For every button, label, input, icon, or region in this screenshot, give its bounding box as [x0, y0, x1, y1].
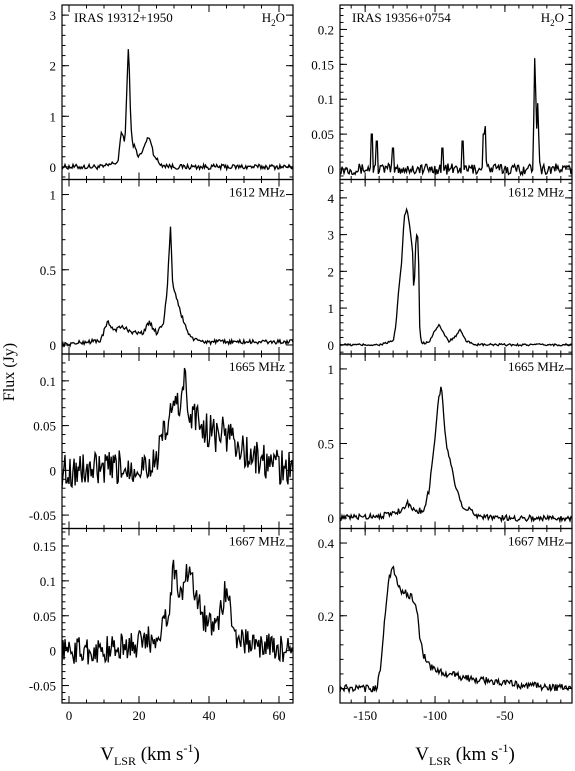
spectrum-line: [339, 207, 573, 348]
x-tick-label: -150: [353, 708, 377, 723]
panel-frame: [61, 178, 294, 355]
spectrum-line: [61, 559, 294, 665]
x-tick-label: -100: [423, 708, 447, 723]
source-name: IRAS 19312+1950: [74, 10, 173, 25]
y-tick-label: -0.05: [29, 679, 56, 694]
spectrum-panel: 0 0.2 0.4 -150 -100 -50 1667 MHz: [318, 527, 573, 723]
x-tick-label: -50: [496, 708, 513, 723]
panel-frame: [339, 4, 573, 181]
line-label: 1667 MHz: [508, 534, 564, 549]
x-axis-label-close: ): [508, 744, 514, 765]
spectrum-panel: 0 0.5 1 1665 MHz: [318, 353, 573, 530]
y-tick-label: 0.2: [318, 22, 334, 37]
y-tick-label: 0: [328, 162, 335, 177]
y-tick-label: 0.15: [33, 539, 56, 554]
y-tick-label: 0.5: [318, 436, 334, 451]
panel-grid: 0 1 2 3 IRAS 19312+1950 H2O 0 0.05 0.1 0.15 0.2 IRA…: [29, 4, 573, 723]
spectrum-panel: -0.05 0 0.05 0.1 1665 MHz: [29, 353, 294, 530]
panel-frame: [339, 178, 573, 355]
spectrum-panel: -0.05 0 0.05 0.1 0.15 0 20 40 60 1667 MHz: [29, 527, 294, 723]
x-axis-label-lsr: LSR: [114, 754, 136, 768]
x-axis-label-v: V: [100, 744, 114, 765]
panel-frame: [61, 527, 294, 704]
spectrum-line: [339, 58, 573, 177]
panel-frame: [61, 353, 294, 530]
y-tick-label: 0.2: [318, 609, 334, 624]
x-axis-label-close: ): [193, 744, 199, 765]
y-tick-label: 0.1: [40, 374, 56, 389]
y-tick-label: 0.1: [40, 574, 56, 589]
y-tick-label: 1: [50, 109, 57, 124]
y-tick-label: 0: [328, 681, 335, 696]
y-tick-label: 0.4: [318, 536, 335, 551]
line-label: 1665 MHz: [229, 359, 285, 374]
spectrum-line: [339, 386, 573, 524]
x-tick-label: 0: [66, 708, 73, 723]
spectrum-line: [61, 367, 294, 489]
line-label: H2O: [541, 10, 564, 28]
spectrum-line: [61, 226, 294, 348]
y-tick-label: 0: [328, 338, 335, 353]
panel-frame: [339, 527, 573, 704]
y-tick-label: 0.05: [311, 127, 334, 142]
y-tick-label: 0.5: [40, 263, 56, 278]
x-axis-label-exp: -1: [183, 741, 193, 755]
y-tick-label: 0: [50, 644, 57, 659]
x-axis-label-unit: (km s: [451, 744, 499, 765]
y-tick-label: 1: [50, 188, 57, 203]
spectrum-panel: 0 0.5 1 1612 MHz: [40, 178, 294, 355]
x-axis-label-lsr: LSR: [429, 754, 451, 768]
line-label: 1667 MHz: [229, 534, 285, 549]
y-tick-label: 0: [50, 338, 57, 353]
line-label: H2O: [262, 10, 285, 28]
x-axis-label-right: VLSR (km s-1): [415, 741, 515, 768]
y-tick-label: 0.05: [33, 419, 56, 434]
y-tick-label: 2: [328, 264, 335, 279]
y-tick-label: 0: [328, 511, 335, 526]
x-axis-label-exp: -1: [498, 741, 508, 755]
y-tick-label: 3: [50, 8, 57, 23]
source-name: IRAS 19356+0754: [352, 10, 451, 25]
y-tick-label: 2: [50, 59, 57, 74]
x-tick-label: 20: [133, 708, 146, 723]
spectrum-panel: 0 1 2 3 4 1612 MHz: [328, 178, 573, 355]
y-tick-label: -0.05: [29, 508, 56, 523]
y-axis-label: Flux (Jy): [1, 343, 18, 401]
line-label: 1665 MHz: [508, 359, 564, 374]
x-axis-label-left: VLSR (km s-1): [100, 741, 200, 768]
y-tick-label: 1: [328, 362, 335, 377]
x-axis-label-v: V: [415, 744, 429, 765]
y-tick-label: 3: [328, 228, 335, 243]
panel-frame: [61, 4, 294, 181]
spectrum-panel: 0 0.05 0.1 0.15 0.2 IRAS 19356+0754 H2O: [311, 4, 573, 181]
line-label: 1612 MHz: [508, 185, 564, 200]
line-label: 1612 MHz: [229, 185, 285, 200]
spectrum-line: [339, 565, 573, 695]
y-tick-label: 0: [50, 463, 57, 478]
y-tick-label: 1: [328, 301, 335, 316]
x-tick-label: 40: [203, 708, 216, 723]
y-tick-label: 4: [328, 191, 335, 206]
y-tick-label: 0.1: [318, 92, 334, 107]
y-tick-label: 0.15: [311, 57, 334, 72]
x-axis-label-unit: (km s: [136, 744, 184, 765]
spectrum-panel: 0 1 2 3 IRAS 19312+1950 H2O: [50, 4, 294, 181]
x-tick-label: 60: [273, 708, 286, 723]
y-tick-label: 0: [50, 160, 57, 175]
spectrum-line: [61, 49, 294, 172]
panel-frame: [339, 353, 573, 530]
y-tick-label: 0.05: [33, 609, 56, 624]
